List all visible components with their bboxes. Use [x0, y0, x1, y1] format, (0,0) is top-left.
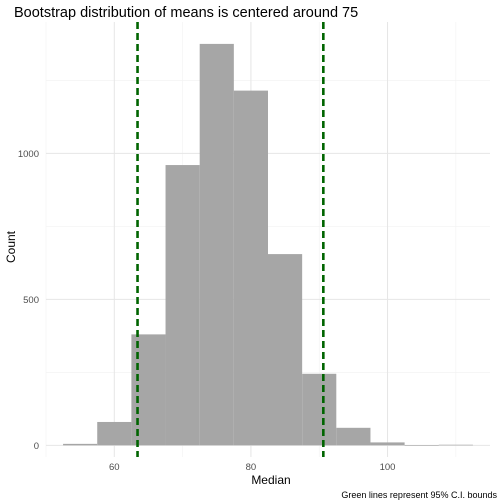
- y-tick-label: 1000: [18, 149, 39, 160]
- histogram-bar: [302, 373, 337, 446]
- histogram-bar: [199, 43, 234, 446]
- histogram-bar: [370, 442, 405, 446]
- histogram-bar: [404, 445, 439, 446]
- ci-bound-lines: [136, 22, 325, 457]
- x-axis-ticks: 60 80 100: [109, 462, 395, 473]
- y-tick-label: 500: [23, 295, 39, 306]
- histogram-bar: [336, 427, 371, 446]
- histogram-bar: [268, 254, 303, 446]
- chart-title: Bootstrap distribution of means is cente…: [14, 5, 358, 21]
- x-tick-label: 60: [109, 462, 120, 473]
- y-tick-label: 0: [34, 441, 39, 452]
- y-axis-title: Count: [4, 230, 18, 263]
- histogram-bar: [97, 421, 132, 446]
- histogram-bar: [63, 443, 98, 446]
- histogram-bar: [438, 444, 473, 446]
- chart-caption: Green lines represent 95% C.I. bounds: [341, 490, 497, 500]
- histogram-bars: [63, 43, 473, 446]
- x-axis-title: Median: [251, 473, 290, 487]
- y-axis-ticks: 0 500 1000: [18, 149, 39, 452]
- x-tick-label: 80: [246, 462, 257, 473]
- x-tick-label: 100: [380, 462, 396, 473]
- histogram-bar: [165, 165, 200, 446]
- histogram-bar: [233, 90, 268, 446]
